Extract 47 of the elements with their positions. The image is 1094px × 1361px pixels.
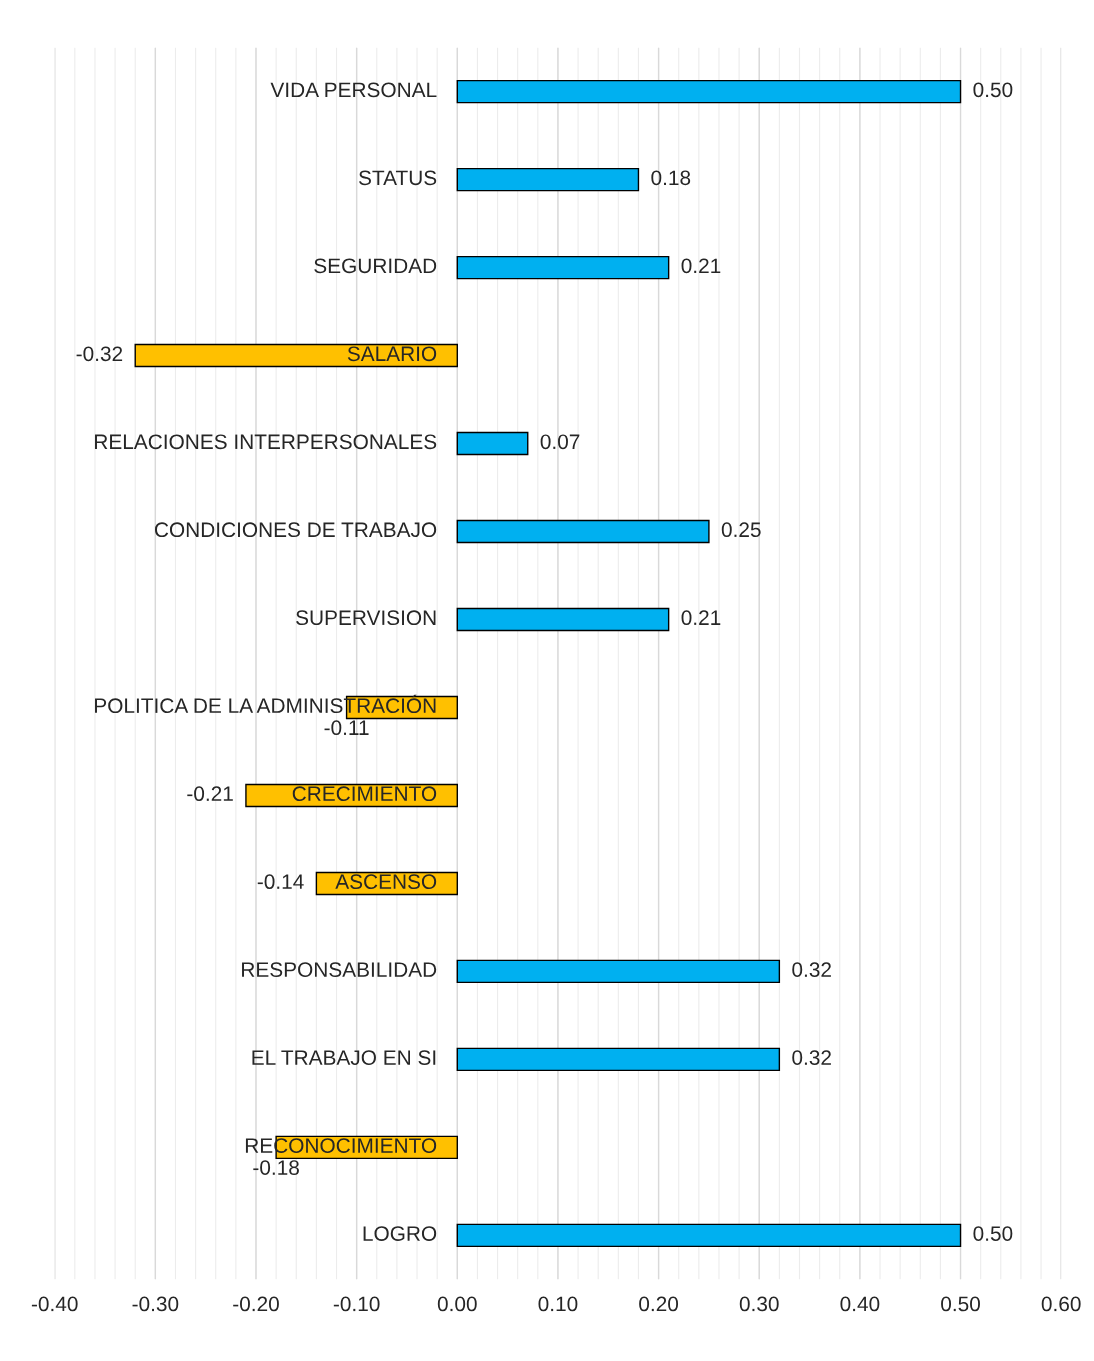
data-label: 0.21 [681, 258, 721, 274]
x-tick-label: -0.20 [233, 1296, 279, 1312]
x-tick-label: 0.60 [1041, 1296, 1081, 1312]
x-tick-label: -0.40 [31, 1296, 78, 1312]
y-tick-label: VIDA PERSONAL [270, 82, 437, 98]
x-tick-label: 0.30 [739, 1296, 779, 1312]
y-tick-label: RESPONSABILIDAD [242, 962, 437, 978]
data-label: 0.32 [792, 962, 831, 978]
bar [456, 1047, 781, 1072]
data-label: 0.21 [681, 610, 721, 626]
y-tick-label: SALARIO [347, 346, 437, 362]
y-tick-label: ASCENSO [335, 874, 437, 890]
y-tick-label: LOGRO [363, 1226, 437, 1241]
bar [456, 167, 640, 192]
data-label: -0.11 [324, 720, 369, 736]
x-tick-label: 0.40 [840, 1296, 880, 1312]
data-label: 0.50 [973, 82, 1013, 98]
y-tick-label: CRECIMIENTO [292, 786, 437, 802]
bar [456, 79, 962, 104]
bar [456, 519, 710, 544]
x-tick-label: -0.30 [132, 1296, 179, 1312]
x-tick-label: 0.00 [437, 1296, 477, 1312]
data-label: -0.21 [187, 786, 233, 802]
x-tick-label: 0.10 [538, 1296, 578, 1312]
y-tick-label: RELACIONES INTERPERSONALES [95, 434, 437, 450]
y-tick-label: EL TRABAJO EN SI [252, 1050, 436, 1065]
data-label: 0.07 [540, 434, 580, 450]
bar [134, 343, 458, 368]
data-label: -0.14 [257, 874, 304, 890]
data-label: 0.32 [792, 1050, 831, 1065]
data-label: -0.32 [76, 346, 123, 362]
y-tick-label: CONDICIONES DE TRABAJO [154, 522, 437, 538]
x-tick-label: 0.20 [639, 1296, 679, 1312]
data-label: 0.50 [973, 1226, 1013, 1241]
data-label: 0.25 [721, 522, 761, 538]
y-tick-label: SUPERVISION [296, 610, 436, 626]
bar [456, 431, 529, 456]
data-label: -0.18 [253, 1160, 299, 1175]
y-tick-label: STATUS [359, 170, 437, 186]
bar [456, 959, 781, 984]
data-label: 0.18 [651, 170, 691, 186]
y-tick-label: SEGURIDAD [314, 258, 437, 274]
bar [456, 1223, 962, 1248]
x-tick-label: 0.50 [941, 1296, 980, 1312]
bar [456, 255, 670, 280]
bar [456, 607, 670, 632]
x-tick-label: -0.10 [333, 1296, 380, 1312]
